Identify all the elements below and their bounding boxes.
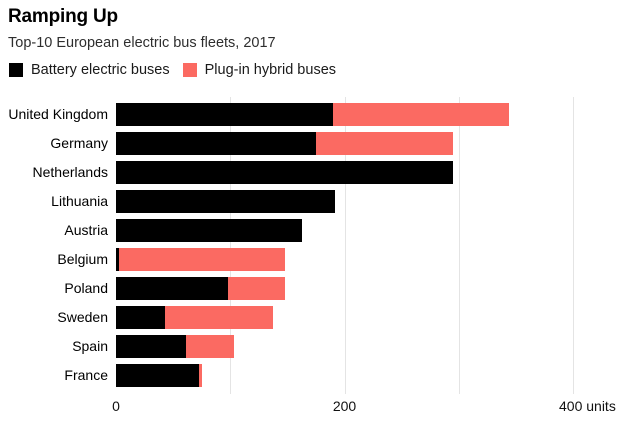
x-axis: 0 200 400 units [112,398,616,416]
battery-bar-segment [116,277,228,300]
battery-bar-segment [116,103,334,126]
hybrid-bar-segment [199,364,202,387]
legend-item-hybrid: Plug-in hybrid buses [182,62,337,78]
chart-row [116,335,234,358]
plot-area [116,97,574,394]
chart-subtitle: Top-10 European electric bus fleets, 201… [8,35,276,51]
gridline-300 [458,97,460,394]
chart-row [116,161,454,184]
battery-bar-segment [116,190,336,213]
legend: Battery electric buses Plug-in hybrid bu… [9,62,336,78]
battery-bar-segment [116,248,120,271]
hybrid-bar-segment [119,248,286,271]
legend-label-hybrid: Plug-in hybrid buses [204,62,337,78]
hybrid-bar-segment [315,132,454,155]
hybrid-swatch-icon [182,63,197,77]
hybrid-bar-segment [185,335,234,358]
legend-item-battery: Battery electric buses [9,62,170,78]
battery-bar-segment [116,364,200,387]
battery-bar-segment [116,306,166,329]
battery-bar-segment [116,219,303,242]
chart-title: Ramping Up [8,6,118,27]
chart-row [116,190,336,213]
chart-row [116,103,509,126]
hybrid-bar-segment [165,306,273,329]
chart-row [116,248,286,271]
category-label: Netherlands [32,164,109,180]
chart-row [116,277,286,300]
category-label: Austria [64,222,108,238]
category-label: Poland [64,280,108,296]
category-label: Spain [72,338,108,354]
axis-tick-label: 0 [112,398,120,414]
gridline-200 [344,97,346,394]
gridline-100 [230,97,232,394]
chart-row [116,364,202,387]
axis-tick-label: 200 [332,398,357,414]
chart-row [116,306,273,329]
hybrid-bar-segment [227,277,286,300]
chart-row [116,132,454,155]
battery-bar-segment [116,132,316,155]
category-label: France [64,367,108,383]
axis-tick-label: 400 units [559,398,616,414]
battery-bar-segment [116,335,186,358]
hybrid-bar-segment [333,103,509,126]
gridline-400 [573,97,574,394]
category-label: Belgium [57,251,108,267]
battery-swatch-icon [9,63,23,77]
chart-row [116,219,303,242]
category-label: United Kingdom [8,106,108,122]
legend-label-battery: Battery electric buses [31,62,170,78]
category-label: Lithuania [51,193,108,209]
battery-bar-segment [116,161,454,184]
category-label: Germany [50,135,108,151]
category-label: Sweden [57,309,108,325]
